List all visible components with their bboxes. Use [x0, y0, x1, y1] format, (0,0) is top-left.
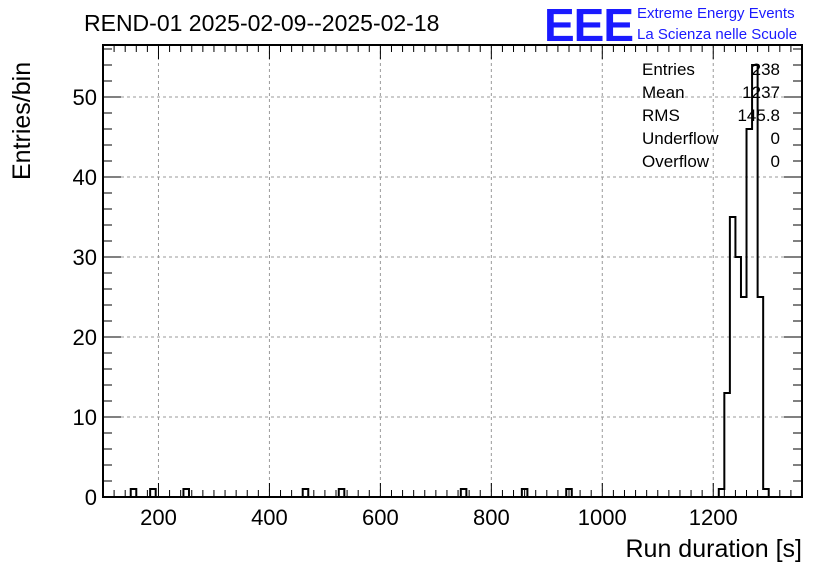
x-tick-label: 1200 — [689, 505, 738, 530]
x-axis-label: Run duration [s] — [625, 535, 803, 563]
stat-row-underflow: Underflow 0 — [642, 129, 780, 152]
x-tick-label: 800 — [473, 505, 510, 530]
stat-value: 0 — [770, 129, 780, 148]
stat-label: Overflow — [642, 152, 710, 171]
histogram-line — [129, 64, 770, 497]
logo-line-1: Extreme Energy Events — [637, 5, 795, 22]
y-axis-label: Entries/bin — [8, 61, 36, 180]
y-tick-label: 10 — [73, 405, 97, 430]
y-tick-label: 0 — [85, 485, 97, 510]
stat-label: RMS — [642, 106, 680, 125]
stats-box: Entries 238 Mean 1237 RMS 145.8 Underflo… — [642, 60, 780, 175]
stat-row-rms: RMS 145.8 — [642, 106, 780, 129]
chart-title: REND-01 2025-02-09--2025-02-18 — [84, 10, 440, 36]
tick-labels: 200 400 600 800 1000 1200 0 10 20 30 40 50 — [73, 85, 738, 530]
stat-value: 0 — [770, 152, 780, 171]
stat-row-overflow: Overflow 0 — [642, 152, 780, 175]
stat-label: Entries — [642, 60, 695, 79]
x-tick-label: 600 — [362, 505, 399, 530]
y-tick-label: 30 — [73, 245, 97, 270]
y-tick-label: 20 — [73, 325, 97, 350]
x-tick-label: 400 — [251, 505, 288, 530]
plot-frame — [102, 44, 803, 498]
stat-value: 145.8 — [737, 106, 780, 125]
logo-line-2: La Scienza nelle Scuole — [637, 26, 798, 43]
eee-logo: EEE Extreme Energy Events La Scienza nel… — [544, 0, 834, 51]
stat-row-entries: Entries 238 — [642, 60, 780, 83]
logo-mark: EEE — [544, 0, 634, 51]
stat-label: Mean — [642, 83, 685, 102]
grid-lines — [103, 45, 802, 497]
y-tick-label: 50 — [73, 85, 97, 110]
x-tick-label: 1000 — [578, 505, 627, 530]
y-tick-label: 40 — [73, 165, 97, 190]
stat-label: Underflow — [642, 129, 719, 148]
x-tick-label: 200 — [140, 505, 177, 530]
stat-value: 1237 — [742, 83, 780, 102]
stat-row-mean: Mean 1237 — [642, 83, 780, 106]
stat-value: 238 — [751, 60, 780, 79]
